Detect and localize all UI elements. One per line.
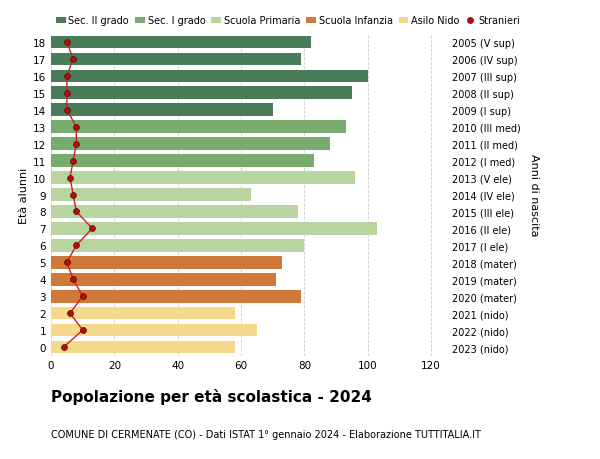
Bar (51, 53, 301, 66)
Y-axis label: Età alunni: Età alunni (19, 167, 29, 223)
Bar (51, 257, 282, 269)
Bar (51, 37, 311, 49)
Bar (51, 70, 368, 83)
Bar (51, 290, 301, 303)
Text: Popolazione per età scolastica - 2024: Popolazione per età scolastica - 2024 (51, 388, 372, 404)
Point (68, 191, 78, 199)
Point (59, 344, 68, 351)
Bar (51, 155, 314, 168)
Bar (51, 307, 235, 320)
Bar (51, 172, 355, 185)
Bar (51, 87, 352, 100)
Y-axis label: Anni di nascita: Anni di nascita (529, 154, 539, 236)
Bar (51, 341, 235, 353)
Bar (51, 121, 346, 134)
Legend: Sec. II grado, Sec. I grado, Scuola Primaria, Scuola Infanzia, Asilo Nido, Stran: Sec. II grado, Sec. I grado, Scuola Prim… (56, 17, 520, 26)
Text: COMUNE DI CERMENATE (CO) - Dati ISTAT 1° gennaio 2024 - Elaborazione TUTTITALIA.: COMUNE DI CERMENATE (CO) - Dati ISTAT 1°… (51, 429, 481, 439)
Point (78, 293, 88, 300)
Point (62, 107, 71, 114)
Point (62, 39, 71, 46)
Point (71, 208, 81, 216)
Point (78, 327, 88, 334)
Point (68, 56, 78, 63)
Point (88, 225, 97, 233)
Bar (51, 206, 298, 218)
Point (62, 259, 71, 266)
Point (65, 174, 75, 182)
Bar (51, 223, 377, 235)
Point (71, 242, 81, 250)
Point (68, 157, 78, 165)
Point (62, 90, 71, 97)
Point (62, 73, 71, 80)
Bar (51, 104, 273, 117)
Bar (51, 189, 251, 202)
Bar (51, 273, 276, 286)
Point (71, 140, 81, 148)
Point (68, 276, 78, 283)
Bar (51, 324, 257, 337)
Point (65, 310, 75, 317)
Point (71, 124, 81, 131)
Bar (51, 240, 304, 252)
Bar (51, 138, 330, 151)
